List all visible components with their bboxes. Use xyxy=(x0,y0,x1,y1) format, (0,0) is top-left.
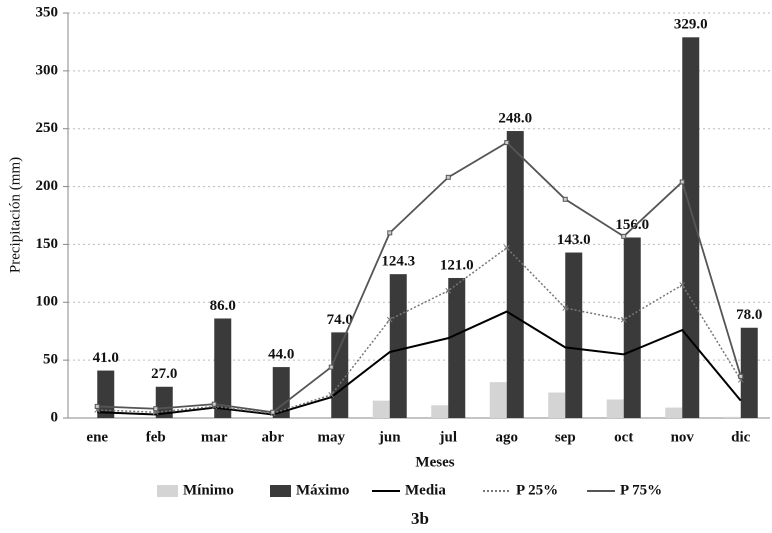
y-tick-label: 100 xyxy=(36,294,59,310)
data-label: 86.0 xyxy=(210,298,236,314)
point xyxy=(562,305,569,311)
point xyxy=(621,233,627,239)
data-label: 41.0 xyxy=(93,350,119,366)
data-label: 156.0 xyxy=(615,217,649,233)
bar xyxy=(214,318,232,418)
data-label: 27.0 xyxy=(151,366,177,382)
point xyxy=(562,196,568,202)
data-label: 78.0 xyxy=(736,307,762,323)
legend-label: Mínimo xyxy=(183,482,234,498)
point xyxy=(94,403,100,409)
point xyxy=(211,401,217,407)
legend-label: Media xyxy=(405,482,446,498)
y-axis-label: Precipitación (mm) xyxy=(7,157,23,273)
x-tick-label: jul xyxy=(438,429,457,445)
point xyxy=(503,245,510,251)
bar xyxy=(682,37,700,419)
y-tick-label: 200 xyxy=(36,178,59,194)
bar xyxy=(623,237,641,418)
x-tick-label: dic xyxy=(731,429,751,445)
bar xyxy=(548,392,566,418)
bar xyxy=(506,131,524,418)
point xyxy=(620,316,627,323)
bar xyxy=(155,386,173,418)
legend-swatch xyxy=(157,485,178,497)
data-label: 74.0 xyxy=(327,312,353,328)
point xyxy=(445,174,451,180)
point xyxy=(679,179,685,185)
legend-label: P 25% xyxy=(516,482,558,498)
data-label: 44.0 xyxy=(268,347,294,363)
bar xyxy=(740,327,758,418)
chart-title: 3b xyxy=(411,509,429,528)
x-tick-label: ene xyxy=(86,429,108,445)
y-tick-label: 300 xyxy=(36,62,59,78)
bar xyxy=(389,274,407,418)
point xyxy=(738,373,744,379)
y-tick-label: 50 xyxy=(43,352,58,368)
legend-label: P 75% xyxy=(620,482,662,498)
point xyxy=(153,406,159,412)
x-tick-label: ago xyxy=(496,429,519,445)
data-label: 124.3 xyxy=(381,254,415,270)
y-tick-label: 350 xyxy=(36,4,59,20)
legend-swatch xyxy=(270,485,291,497)
bar xyxy=(331,332,349,418)
x-tick-label: oct xyxy=(614,429,633,445)
x-tick-label: sep xyxy=(555,429,576,445)
point xyxy=(504,140,510,146)
point xyxy=(679,282,686,288)
bar xyxy=(431,405,449,418)
y-tick-label: 250 xyxy=(36,120,59,136)
line xyxy=(97,141,742,414)
point xyxy=(270,409,276,415)
x-tick-label: mar xyxy=(201,429,228,445)
bar xyxy=(723,416,741,418)
bar xyxy=(606,399,624,418)
y-tick-label: 150 xyxy=(36,236,59,252)
bar xyxy=(565,252,583,418)
bar xyxy=(272,367,290,418)
data-label: 121.0 xyxy=(440,257,474,273)
data-label: 329.0 xyxy=(674,17,708,33)
bar xyxy=(448,277,466,418)
x-tick-label: abr xyxy=(262,429,285,445)
point xyxy=(445,287,452,294)
y-tick-label: 0 xyxy=(51,409,59,425)
point xyxy=(328,392,335,398)
legend-label: Máximo xyxy=(296,482,349,498)
x-tick-label: nov xyxy=(671,429,695,445)
x-tick-label: feb xyxy=(146,429,166,445)
bar xyxy=(489,382,507,418)
x-tick-label: may xyxy=(318,429,346,445)
point xyxy=(328,364,334,370)
x-tick-label: jun xyxy=(378,429,401,445)
data-label: 143.0 xyxy=(557,232,591,248)
bar xyxy=(372,400,390,418)
bar xyxy=(665,407,683,418)
line xyxy=(97,310,742,416)
line xyxy=(97,246,742,415)
x-axis-label: Meses xyxy=(415,454,454,470)
point xyxy=(387,230,393,236)
point xyxy=(386,316,393,323)
data-label: 248.0 xyxy=(498,110,532,126)
